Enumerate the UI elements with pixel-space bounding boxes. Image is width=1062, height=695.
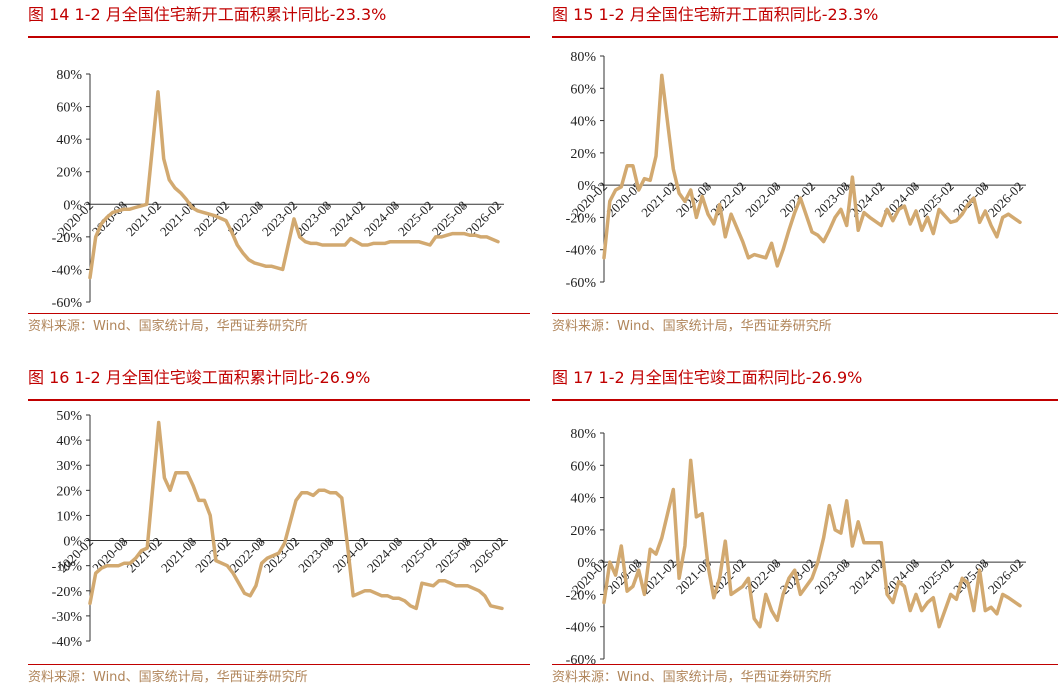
series-line — [602, 73, 1022, 268]
line-chart: 80%60%40%20%0%-20%-40%-60%2020-022020-08… — [566, 427, 1026, 665]
series-line — [88, 420, 504, 611]
y-tick-label: 60% — [570, 459, 596, 474]
figure-title: 图 16 1-2 月全国住宅竣工面积累计同比-26.9% — [28, 368, 371, 387]
line-chart: 50%40%30%20%10%0%-10%-20%-30%-40%2020-02… — [52, 409, 508, 650]
y-tick-label: 50% — [56, 409, 82, 424]
source-note: 资料来源：Wind、国家统计局，华西证券研究所 — [28, 670, 308, 685]
y-tick-label: 30% — [56, 459, 82, 474]
figure-title: 图 15 1-2 月全国住宅新开工面积同比-23.3% — [552, 5, 879, 24]
y-tick-label: -20% — [52, 231, 83, 246]
y-tick-label: -10% — [52, 560, 83, 575]
title-rule — [552, 36, 1058, 38]
title-rule — [28, 399, 530, 401]
y-tick-label: 20% — [56, 484, 82, 499]
y-tick-label: 0% — [577, 179, 596, 194]
source-rule — [28, 313, 530, 314]
chart-panel-15: 图 15 1-2 月全国住宅新开工面积同比-23.3% 80% 60% 40% 20%… — [552, 0, 1058, 340]
y-tick-label: -20% — [52, 585, 83, 600]
y-tick-label: 40% — [56, 133, 82, 148]
y-tick-label: 0% — [63, 198, 82, 213]
source-rule — [552, 664, 1058, 665]
y-tick-label: -60% — [52, 296, 83, 311]
source-note: 资料来源：Wind、国家统计局，华西证券研究所 — [28, 319, 308, 334]
source-note: 资料来源：Wind、国家统计局，华西证券研究所 — [552, 670, 832, 685]
y-tick-label: 10% — [56, 509, 82, 524]
chart-panel-16: 图 16 1-2 月全国住宅竣工面积累计同比-26.9% 50% 40% 30% 20… — [28, 363, 530, 695]
source-rule — [28, 664, 530, 665]
y-tick-label: 60% — [570, 82, 596, 97]
y-tick-label: -60% — [566, 653, 597, 665]
source-note: 资料来源：Wind、国家统计局，华西证券研究所 — [552, 319, 832, 334]
chart-panel-14: 图 14 1-2 月全国住宅新开工面积累计同比-23.3% 80% 60% 40% 2… — [28, 0, 530, 340]
series-line — [88, 90, 500, 280]
y-tick-label: 80% — [570, 50, 596, 65]
y-tick-label: -20% — [566, 588, 597, 603]
line-chart: 80%60%40%20%0%-20%-40%-60%2020-022020-08… — [566, 50, 1026, 291]
y-tick-label: 80% — [570, 427, 596, 442]
y-tick-label: 20% — [570, 524, 596, 539]
y-tick-label: -40% — [566, 244, 597, 259]
series-line — [602, 458, 1022, 629]
title-rule — [552, 399, 1058, 401]
y-tick-label: -40% — [52, 635, 83, 650]
y-tick-label: 60% — [56, 101, 82, 116]
y-tick-label: -20% — [566, 211, 597, 226]
y-tick-label: -30% — [52, 610, 83, 625]
y-tick-label: -60% — [566, 276, 597, 291]
y-tick-label: -40% — [566, 621, 597, 636]
y-tick-label: 20% — [56, 166, 82, 181]
y-tick-label: 40% — [56, 434, 82, 449]
chart-panel-17: 图 17 1-2 月全国住宅竣工面积同比-26.9% 80% 60% 40% 20% 0… — [552, 363, 1058, 695]
y-tick-label: 0% — [577, 556, 596, 571]
y-tick-label: 20% — [570, 147, 596, 162]
source-rule — [552, 313, 1058, 314]
y-tick-label: 40% — [570, 115, 596, 130]
y-tick-label: 0% — [63, 535, 82, 550]
figure-title: 图 14 1-2 月全国住宅新开工面积累计同比-23.3% — [28, 5, 387, 24]
figure-title: 图 17 1-2 月全国住宅竣工面积同比-26.9% — [552, 368, 863, 387]
y-tick-label: -40% — [52, 263, 83, 278]
title-rule — [28, 36, 530, 38]
line-chart: 80%60%40%20%0%-20%-40%-60%2020-022020-08… — [52, 68, 504, 311]
y-tick-label: 40% — [570, 492, 596, 507]
y-tick-label: 80% — [56, 68, 82, 83]
